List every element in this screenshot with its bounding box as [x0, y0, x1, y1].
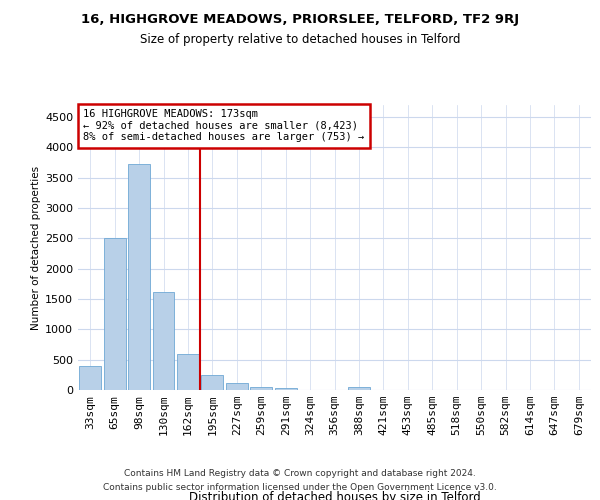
Bar [275, 388, 296, 390]
Bar [226, 384, 248, 390]
Text: 16, HIGHGROVE MEADOWS, PRIORSLEE, TELFORD, TF2 9RJ: 16, HIGHGROVE MEADOWS, PRIORSLEE, TELFOR… [81, 12, 519, 26]
Bar [104, 238, 125, 390]
Bar [128, 164, 150, 390]
Text: 16 HIGHGROVE MEADOWS: 173sqm
← 92% of detached houses are smaller (8,423)
8% of : 16 HIGHGROVE MEADOWS: 173sqm ← 92% of de… [83, 110, 364, 142]
Bar [348, 386, 370, 390]
Text: Contains public sector information licensed under the Open Government Licence v3: Contains public sector information licen… [103, 484, 497, 492]
Bar [202, 375, 223, 390]
X-axis label: Distribution of detached houses by size in Telford: Distribution of detached houses by size … [188, 491, 481, 500]
Y-axis label: Number of detached properties: Number of detached properties [31, 166, 41, 330]
Text: Size of property relative to detached houses in Telford: Size of property relative to detached ho… [140, 32, 460, 46]
Bar [177, 354, 199, 390]
Bar [250, 386, 272, 390]
Text: Contains HM Land Registry data © Crown copyright and database right 2024.: Contains HM Land Registry data © Crown c… [124, 468, 476, 477]
Bar [152, 292, 175, 390]
Bar [79, 366, 101, 390]
